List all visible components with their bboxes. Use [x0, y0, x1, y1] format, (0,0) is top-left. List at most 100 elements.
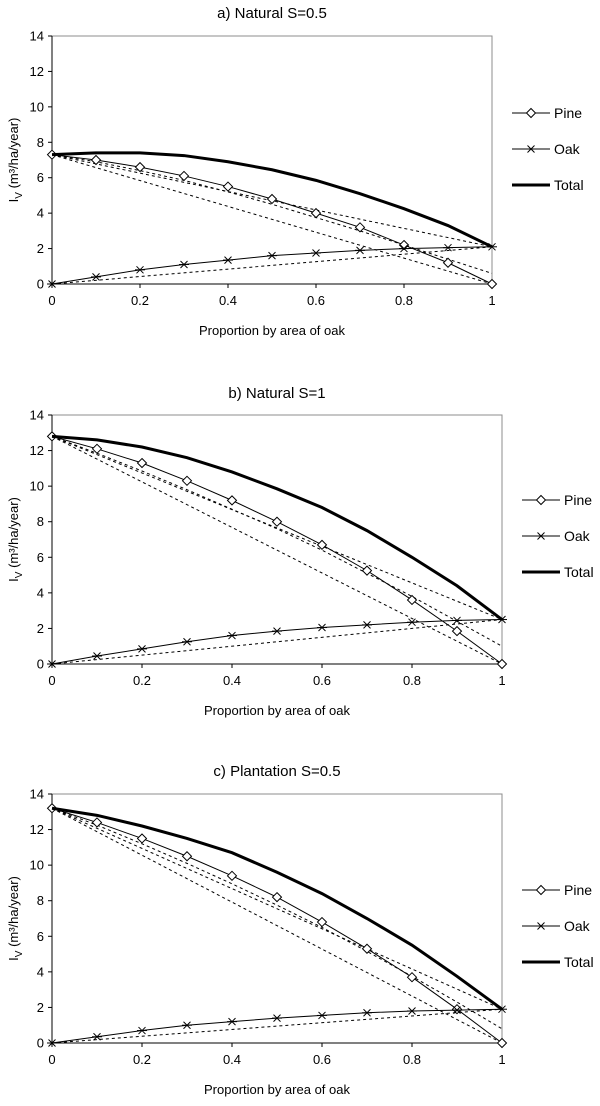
data-point-oak — [92, 652, 102, 660]
x-tick-label: 1 — [488, 293, 495, 308]
data-point-pine — [496, 658, 508, 670]
dotted-reference-line — [51, 1008, 503, 1044]
data-point-oak — [311, 249, 321, 257]
data-point-oak — [362, 621, 372, 629]
x-axis-label: Proportion by area of oak — [204, 703, 350, 718]
data-point-pine — [316, 916, 328, 928]
data-point-oak — [362, 1008, 372, 1017]
data-point-oak — [179, 260, 189, 269]
data-point-pine — [226, 495, 238, 506]
legend-item-pine: Pine — [512, 105, 582, 121]
x-tick-label: 0.6 — [313, 673, 331, 688]
x-tick-label: 0 — [48, 293, 55, 308]
data-point-pine — [91, 443, 103, 454]
data-point-oak — [407, 1007, 417, 1015]
data-point-oak — [399, 244, 409, 253]
chart-panel-1: a) Natural S=0.5 0 2 4 6 8 10 12 14 0 0.2 0.4 0.6 0.8… — [6, 5, 584, 338]
dotted-reference-line — [51, 154, 493, 285]
legend-marker — [536, 532, 546, 540]
data-point-pine — [496, 1037, 508, 1049]
data-point-oak — [317, 623, 327, 632]
dotted-reference-line — [51, 807, 503, 1044]
data-point-pine — [442, 257, 454, 268]
legend-label: Pine — [564, 492, 592, 508]
x-tick-label: 0.4 — [223, 673, 241, 688]
y-axis-label: IV (m³/ha/year) — [6, 497, 25, 582]
legend-label: Total — [564, 954, 594, 970]
data-point-pine — [406, 971, 418, 983]
x-tick-label: 0.2 — [133, 673, 151, 688]
y-tick-label: 6 — [37, 929, 44, 944]
data-point-oak — [227, 1017, 237, 1026]
legend-label: Total — [554, 177, 584, 193]
x-tick-label: 0.8 — [403, 1052, 421, 1067]
y-tick-label: 2 — [37, 621, 44, 636]
y-tick-label: 12 — [30, 443, 44, 458]
series-line-total — [51, 806, 503, 1011]
legend-label: Pine — [564, 882, 592, 898]
x-tick-label: 0.4 — [219, 293, 237, 308]
series-line-total — [51, 434, 503, 621]
y-tick-label: 6 — [37, 550, 44, 565]
data-point-pine — [451, 625, 463, 637]
chart-title: a) Natural S=0.5 — [217, 5, 327, 22]
x-tick-label: 0.4 — [223, 1052, 241, 1067]
legend-item-pine: Pine — [522, 492, 592, 508]
y-tick-label: 6 — [37, 170, 44, 185]
data-point-pine — [271, 516, 283, 527]
y-tick-label: 10 — [30, 479, 44, 494]
dotted-reference-line — [51, 246, 493, 285]
data-point-pine — [91, 817, 103, 828]
data-point-oak — [47, 660, 57, 668]
y-tick-label: 8 — [37, 893, 44, 908]
dotted-reference-line — [51, 807, 503, 1030]
data-point-pine — [181, 851, 193, 862]
legend-item-pine: Pine — [522, 882, 592, 898]
x-tick-label: 0 — [48, 1052, 55, 1067]
y-tick-label: 14 — [30, 408, 44, 423]
x-tick-label: 0.2 — [131, 293, 149, 308]
y-tick-label: 2 — [37, 1000, 44, 1015]
data-point-oak — [135, 265, 145, 274]
data-point-oak — [137, 645, 147, 653]
data-point-pine — [90, 154, 102, 166]
data-point-pine — [178, 170, 190, 182]
data-point-oak — [47, 1039, 57, 1047]
legend-item-oak: Oak — [522, 918, 591, 934]
data-point-oak — [272, 627, 282, 635]
series-line-total — [51, 151, 493, 249]
legend-label: Pine — [554, 105, 582, 121]
data-point-pine — [310, 207, 322, 219]
data-point-pine — [222, 181, 234, 192]
data-point-oak — [92, 1032, 102, 1041]
data-point-pine — [136, 833, 148, 844]
data-point-oak — [182, 637, 192, 646]
x-axis-label: Proportion by area of oak — [204, 1082, 350, 1097]
data-point-pine — [266, 193, 278, 205]
y-tick-label: 12 — [30, 822, 44, 837]
data-point-pine — [226, 870, 238, 882]
y-tick-label: 4 — [37, 964, 44, 979]
legend-marker — [536, 922, 546, 930]
data-point-pine — [181, 475, 193, 487]
dotted-reference-line — [51, 154, 493, 274]
data-point-oak — [223, 256, 233, 264]
data-point-oak — [47, 280, 57, 288]
x-axis-label: Proportion by area of oak — [199, 323, 345, 338]
legend-label: Oak — [554, 141, 581, 157]
legend-marker — [526, 145, 536, 153]
data-point-oak — [443, 243, 453, 252]
x-tick-label: 0.8 — [403, 673, 421, 688]
x-tick-label: 1 — [498, 673, 505, 688]
data-point-pine — [354, 222, 366, 233]
y-tick-label: 4 — [37, 206, 44, 221]
legend: Pine Oak Total — [512, 105, 584, 193]
y-tick-label: 0 — [37, 657, 44, 672]
legend-item-total: Total — [522, 564, 594, 580]
y-tick-label: 12 — [30, 64, 44, 79]
data-point-oak — [267, 251, 277, 260]
data-point-oak — [355, 246, 365, 255]
data-point-oak — [452, 616, 462, 625]
data-point-oak — [91, 273, 101, 281]
